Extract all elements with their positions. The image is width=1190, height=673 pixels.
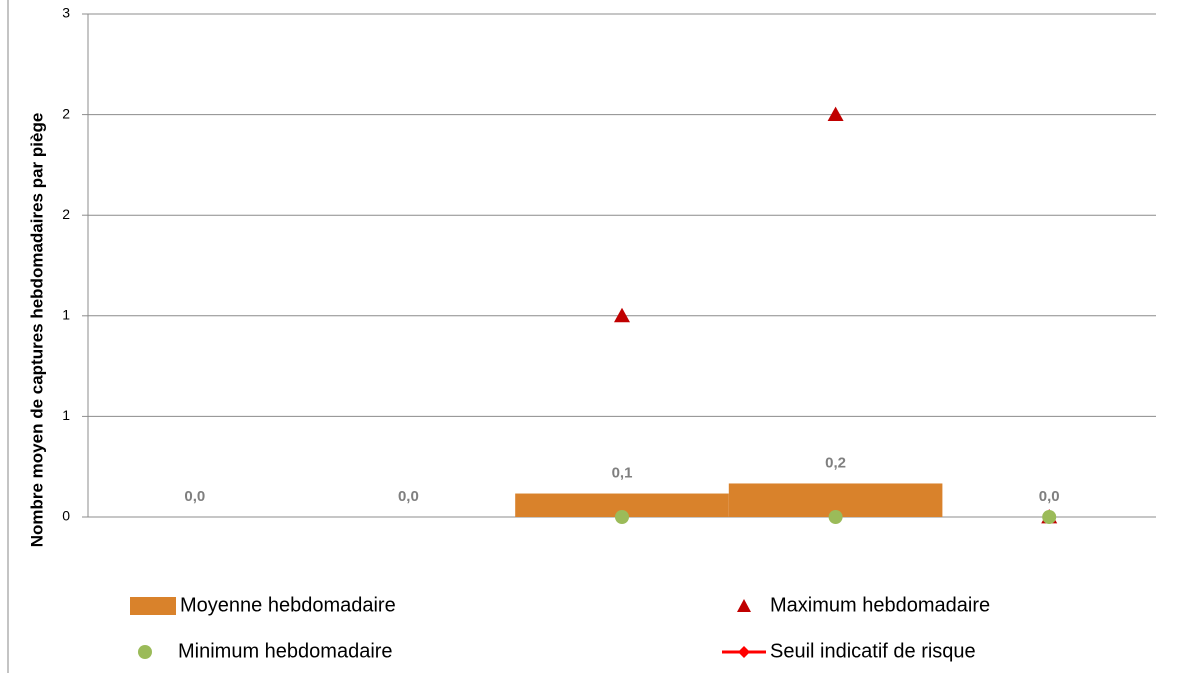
bar [515,493,729,517]
y-tick-label: 2 [62,105,70,121]
legend-swatch [130,597,176,615]
marker-circle [1042,510,1057,524]
y-tick-label: 0 [62,508,70,524]
marker-triangle [827,106,844,121]
value-label: 0,0 [1039,488,1060,505]
y-tick-label: 3 [62,5,70,21]
legend-label: Seuil indicatif de risque [770,640,976,662]
y-axis-title: Nombre moyen de captures hebdomadaires p… [27,113,46,548]
value-label: 0,0 [398,488,419,505]
legend-label: Moyenne hebdomadaire [180,594,396,616]
value-label: 0,1 [612,464,633,481]
y-tick-label: 2 [62,206,70,222]
legend-swatch [138,645,152,659]
value-label: 0,0 [184,488,205,505]
legend-label: Minimum hebdomadaire [178,640,393,662]
marker-circle [615,510,629,524]
value-label: 0,2 [825,454,846,471]
y-tick-label: 1 [62,407,70,423]
legend-swatch [737,599,751,612]
y-tick-label: 1 [62,307,70,323]
legend-swatch [738,646,750,658]
legend-label: Maximum hebdomadaire [770,594,990,616]
marker-circle [828,510,843,524]
marker-triangle [614,307,630,323]
